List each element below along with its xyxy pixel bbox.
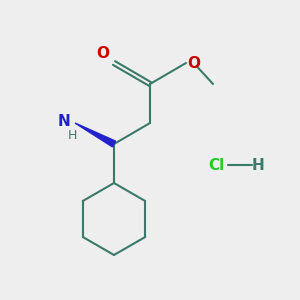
- Text: Cl: Cl: [208, 158, 224, 172]
- Text: H: H: [67, 129, 77, 142]
- Polygon shape: [75, 123, 116, 147]
- Text: N: N: [58, 114, 70, 129]
- Text: H: H: [252, 158, 264, 172]
- Text: O: O: [188, 56, 200, 70]
- Text: O: O: [97, 46, 110, 62]
